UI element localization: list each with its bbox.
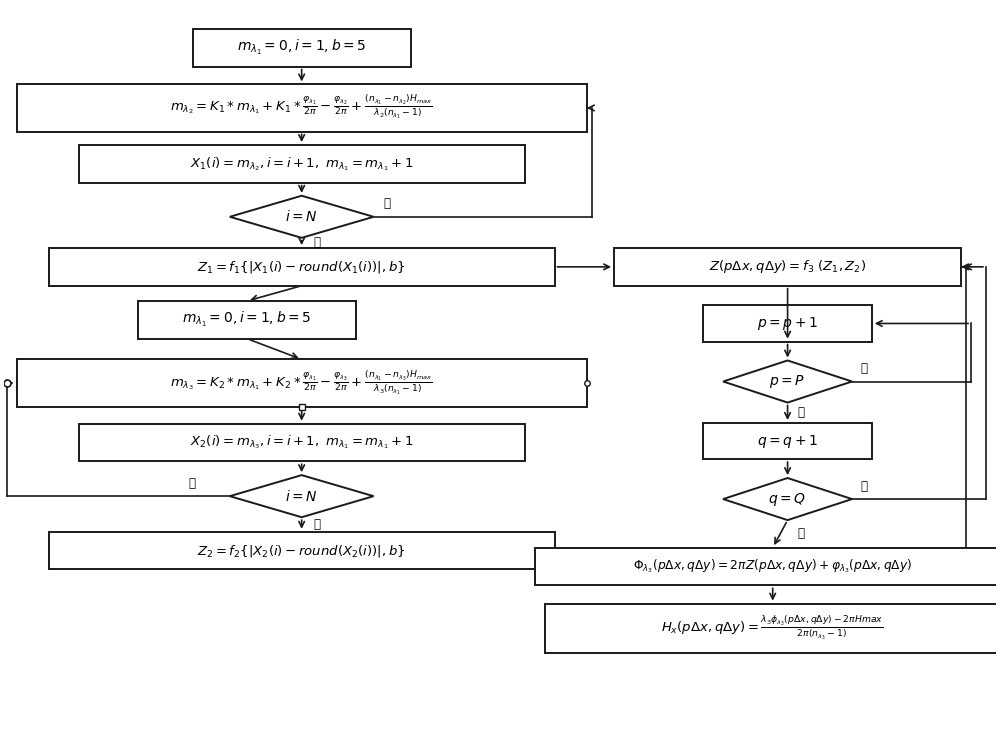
Text: 是: 是	[314, 518, 321, 531]
Text: $q=q+1$: $q=q+1$	[757, 432, 818, 449]
Text: 是: 是	[314, 236, 321, 250]
Text: $i=N$: $i=N$	[285, 209, 318, 225]
Bar	[17, 360, 587, 407]
Bar	[703, 305, 872, 341]
Bar	[49, 531, 555, 570]
Bar	[545, 603, 1000, 653]
Text: $p=P$: $p=P$	[769, 373, 806, 390]
Bar	[79, 145, 525, 183]
Text: $p=p+1$: $p=p+1$	[757, 315, 818, 332]
Text: $m_{\lambda_1}=0,i=1,b=5$: $m_{\lambda_1}=0,i=1,b=5$	[182, 310, 312, 330]
Bar	[79, 424, 525, 462]
Text: $X_2(i)=m_{\lambda_3},i=i+1,\ m_{\lambda_1}=m_{\lambda_1}+1$: $X_2(i)=m_{\lambda_3},i=i+1,\ m_{\lambda…	[190, 434, 413, 451]
Text: $m_{\lambda_3}=K_2*m_{\lambda_1}+K_2*\frac{\varphi_{\lambda_1}}{2\pi}-\frac{\var: $m_{\lambda_3}=K_2*m_{\lambda_1}+K_2*\fr…	[170, 369, 433, 396]
Bar	[17, 84, 587, 131]
Text: $H_x(p\Delta x,q\Delta y)=\frac{\lambda_3\phi_{\lambda_3}(p\Delta x,q\Delta y)-2: $H_x(p\Delta x,q\Delta y)=\frac{\lambda_…	[661, 614, 884, 642]
Text: $m_{\lambda_2}=K_1*m_{\lambda_1}+K_1*\frac{\varphi_{\lambda_1}}{2\pi}-\frac{\var: $m_{\lambda_2}=K_1*m_{\lambda_1}+K_1*\fr…	[170, 95, 433, 122]
Text: $i=N$: $i=N$	[285, 489, 318, 504]
Bar	[535, 548, 1000, 586]
Bar	[138, 301, 356, 338]
Polygon shape	[723, 478, 852, 520]
Bar	[193, 29, 411, 67]
Text: $q=Q$: $q=Q$	[768, 490, 807, 508]
Text: 是: 是	[798, 406, 805, 419]
Text: 否: 否	[188, 476, 195, 490]
Text: 是: 是	[798, 528, 805, 540]
Polygon shape	[230, 196, 374, 238]
Text: $Z_1=f_1\{|X_1(i)-round(X_1(i))|,b\}$: $Z_1=f_1\{|X_1(i)-round(X_1(i))|,b\}$	[197, 259, 406, 275]
Bar	[49, 248, 555, 286]
Text: $Z(p\Delta x,q\Delta y)=f_3\ (Z_1,Z_2)$: $Z(p\Delta x,q\Delta y)=f_3\ (Z_1,Z_2)$	[709, 258, 866, 275]
Bar	[703, 423, 872, 459]
Text: $m_{\lambda_1}=0,i=1,b=5$: $m_{\lambda_1}=0,i=1,b=5$	[237, 38, 366, 57]
Text: $X_1(i)=m_{\lambda_2},i=i+1,\ m_{\lambda_1}=m_{\lambda_1}+1$: $X_1(i)=m_{\lambda_2},i=i+1,\ m_{\lambda…	[190, 155, 413, 172]
Polygon shape	[230, 475, 374, 517]
Text: $Z_2=f_2\{|X_2(i)-round(X_2(i))|,b\}$: $Z_2=f_2\{|X_2(i)-round(X_2(i))|,b\}$	[197, 542, 406, 559]
Text: 否: 否	[860, 362, 867, 375]
Text: 否: 否	[383, 197, 390, 210]
Bar	[614, 248, 961, 286]
Text: 否: 否	[860, 479, 867, 493]
Text: $\Phi_{\lambda_3}(p\Delta x,q\Delta y)=2\pi Z(p\Delta x,q\Delta y)+\varphi_{\lam: $\Phi_{\lambda_3}(p\Delta x,q\Delta y)=2…	[633, 558, 912, 575]
Polygon shape	[723, 360, 852, 402]
